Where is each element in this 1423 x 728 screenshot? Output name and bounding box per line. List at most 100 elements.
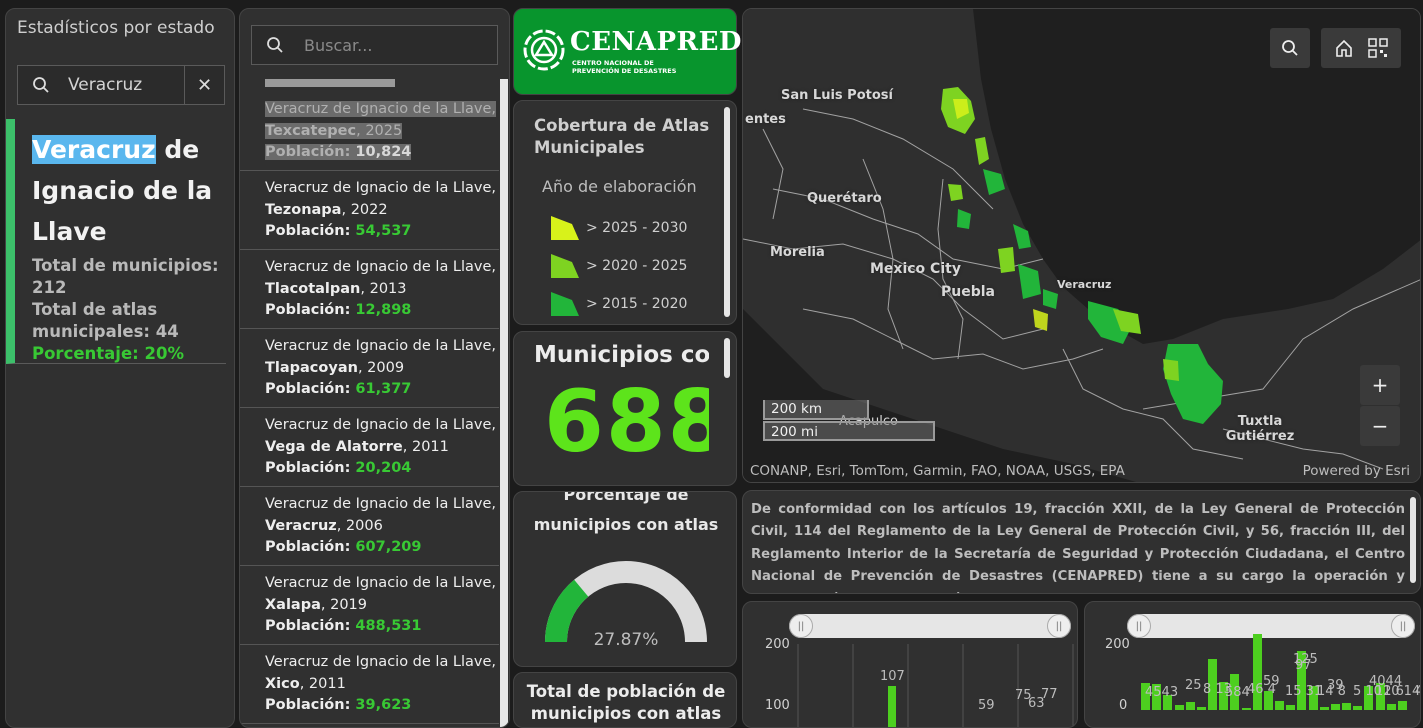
chart-bar[interactable] — [1297, 650, 1307, 710]
chart-bar[interactable] — [1286, 705, 1296, 710]
chart-bar[interactable] — [1308, 686, 1318, 710]
chart-grid — [797, 644, 1074, 727]
list-item[interactable]: Veracruz de Ignacio de la Llave, Xico, 2… — [240, 645, 499, 724]
powered-by-esri[interactable]: Powered by Esri — [1302, 463, 1410, 479]
chart-bar[interactable] — [1386, 703, 1396, 710]
bar-chart-2: || || 200 0 4543 25 8 13 584 46 4 59 125 15 31 1… — [1084, 601, 1421, 728]
chart-bar[interactable] — [1330, 703, 1340, 710]
list-item[interactable]: Veracruz de Ignacio de la Llave, Texcate… — [240, 92, 499, 171]
map-label: Puebla — [941, 284, 995, 300]
legal-text: De conformidad con los artículos 19, fra… — [751, 502, 1405, 593]
chart-bar[interactable] — [1275, 701, 1285, 710]
zoom-in-button[interactable]: + — [1360, 365, 1400, 405]
chart-data-label: 14 8 — [1317, 684, 1346, 699]
state-name: Veracruz de Ignacio de la Llave — [32, 129, 227, 252]
range-slider[interactable]: || || — [789, 614, 1071, 638]
home-icon[interactable] — [1334, 38, 1354, 58]
zoom-out-button[interactable]: − — [1360, 406, 1400, 446]
list-scrollbar[interactable] — [500, 79, 508, 727]
list-item[interactable]: Veracruz de Ignacio de la Llave, Tlapaco… — [240, 329, 499, 408]
chart-bar[interactable] — [1230, 674, 1240, 710]
map-search-button[interactable] — [1270, 28, 1310, 68]
range-handle-end[interactable]: || — [1391, 614, 1415, 638]
list-item[interactable]: Veracruz de Ignacio de la Llave, Xalapa,… — [240, 566, 499, 645]
chart-bar[interactable] — [1185, 702, 1195, 710]
range-handle-end[interactable]: || — [1047, 614, 1071, 638]
legal-text-panel: De conformidad con los artículos 19, fra… — [742, 490, 1421, 594]
state-search-input[interactable]: Veracruz ✕ — [17, 65, 225, 105]
chart-data-label: 125 — [1293, 652, 1318, 667]
list-item[interactable]: Veracruz de Ignacio de la Llave, Veracru… — [240, 487, 499, 566]
kpi-title: Municipios con — [534, 342, 709, 368]
atlas-coverage — [941, 87, 1223, 424]
map-label: Tuxtla Gutiérrez — [1225, 414, 1295, 444]
cenapred-logo: CENAPRED CENTRO NACIONAL DE PREVENCIÓN D… — [513, 8, 741, 95]
chart-bar[interactable] — [1208, 658, 1218, 710]
legend-item: > 2020 - 2025 — [550, 252, 687, 280]
logo-wordmark: CENAPRED — [570, 27, 742, 57]
list-item[interactable]: Veracruz de Ignacio de la Llave, Tezonap… — [240, 171, 499, 250]
state-name-highlight: Veracruz — [32, 135, 156, 164]
range-handle-start[interactable]: || — [1127, 614, 1151, 638]
chart-data-label: 25 — [1185, 678, 1202, 693]
legend-item: > 2025 - 2030 — [550, 214, 687, 242]
kpi-scrollbar[interactable] — [724, 338, 730, 378]
state-result-card[interactable]: Veracruz de Ignacio de la Llave Total de… — [6, 119, 226, 364]
chart-data-label: 63 — [1028, 695, 1045, 711]
state-name-rest: de Ignacio de la Llave — [32, 135, 213, 246]
chart-bar[interactable] — [1364, 685, 1374, 710]
chart-bar[interactable] — [1342, 702, 1352, 710]
chart-bar[interactable] — [1397, 701, 1407, 710]
close-icon[interactable]: ✕ — [184, 66, 224, 104]
gauge-chart — [545, 561, 707, 643]
state-search-value[interactable]: Veracruz — [68, 75, 143, 95]
panel-title: Estadísticos por estado — [17, 18, 215, 38]
chart-bar[interactable] — [1241, 707, 1251, 710]
legend-scrollbar[interactable] — [724, 107, 730, 317]
chart-bar[interactable] — [888, 685, 896, 727]
map-label: Veracruz — [1057, 278, 1112, 291]
chart-data-label: 5 10 — [1353, 684, 1382, 699]
atlas-stat: Total de atlas municipales: 44 — [32, 300, 179, 341]
legal-scrollbar[interactable] — [1410, 497, 1416, 583]
chart-bar[interactable] — [1152, 683, 1162, 710]
chart-data-label: 4 — [1415, 684, 1420, 699]
chart-bar[interactable] — [1252, 633, 1262, 710]
chart-bar[interactable] — [1319, 706, 1329, 710]
municipios-stat: Total de municipios: 212 — [32, 256, 219, 297]
population-title: Total de población de municipios con atl… — [526, 682, 726, 723]
logo-subtitle: CENTRO NACIONAL DE PREVENCIÓN DE DESASTR… — [572, 59, 677, 75]
qr-code-icon[interactable] — [1368, 38, 1388, 58]
map-label: Querétaro — [807, 191, 882, 206]
chart-data-label: 10 14 — [1383, 684, 1421, 699]
chart-bar[interactable] — [1263, 691, 1273, 710]
chart-bar[interactable] — [1353, 706, 1363, 710]
chart-bar[interactable] — [1219, 681, 1229, 710]
list-item[interactable]: Veracruz de Ignacio de la Llave, Vega de… — [240, 408, 499, 487]
chart-bar[interactable] — [1163, 694, 1173, 710]
chart-bar[interactable] — [1174, 705, 1184, 710]
list-item[interactable]: Veracruz de Ignacio de la Llave, Tlacota… — [240, 250, 499, 329]
chart-bar[interactable] — [1375, 683, 1385, 710]
y-tick: 100 — [765, 698, 790, 713]
state-stats: Total de municipios: 212 Total de atlas … — [32, 255, 232, 365]
kpi-value: 688 — [544, 372, 709, 472]
municipio-list[interactable]: Veracruz de Ignacio de la Llave, Texcate… — [240, 79, 499, 727]
municipio-search-input[interactable]: Buscar... — [251, 25, 498, 65]
map-view[interactable]: San Luis Potosí entes Querétaro Morelia … — [742, 8, 1421, 483]
legend-swatch — [551, 292, 579, 316]
chart-data-label: 15 31 — [1285, 684, 1323, 699]
map-label: Mexico City — [870, 261, 961, 277]
y-tick: 200 — [1105, 637, 1130, 652]
chart-bar[interactable] — [1196, 706, 1206, 710]
list-item-fragment — [265, 79, 395, 87]
chart-bar[interactable] — [1141, 682, 1151, 710]
municipios-kpi-panel: Municipios con 688 — [513, 331, 737, 486]
municipio-list-panel: Buscar... Veracruz de Ignacio de la Llav… — [239, 8, 510, 728]
map-label: entes — [745, 112, 786, 127]
range-slider[interactable]: || || — [1127, 614, 1415, 638]
chart-data-label: 77 — [1041, 687, 1058, 703]
range-handle-start[interactable]: || — [789, 614, 813, 638]
chart-data-label: 59 — [1263, 674, 1280, 689]
y-tick: 0 — [1119, 698, 1128, 713]
